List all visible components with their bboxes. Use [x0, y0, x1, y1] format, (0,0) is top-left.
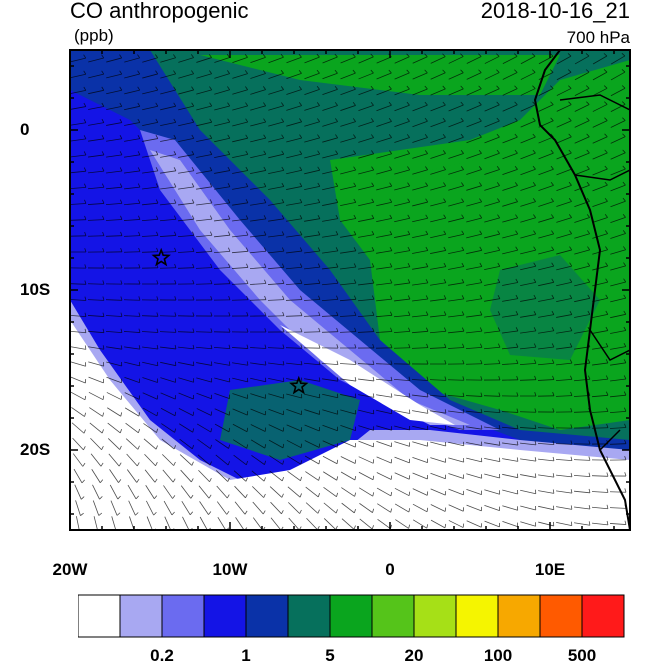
colorbar-label: 20 [404, 646, 424, 665]
colorbar-swatch [161, 594, 205, 638]
lon-tick-10w: 10W [212, 560, 248, 579]
colorbar-label: 1 [241, 646, 251, 665]
star-marker-1 [151, 247, 171, 267]
timestamp: 2018-10-16_21 [480, 0, 630, 23]
lon-tick-10e: 10E [534, 560, 566, 579]
lon-tick-20w: 20W [52, 560, 88, 579]
lon-tick-0: 0 [385, 560, 395, 579]
pressure-level: 700 hPa [566, 28, 630, 47]
axis-ticks [69, 50, 630, 530]
colorbar-swatch [245, 594, 289, 638]
colorbar-swatch [581, 594, 625, 638]
colorbar-swatch [78, 594, 121, 638]
plot-title: CO anthropogenic [70, 0, 249, 23]
units-label: (ppb) [74, 26, 114, 45]
colorbar-swatch [287, 594, 331, 638]
colorbar-swatch [539, 594, 583, 638]
colorbar-swatch [119, 594, 163, 638]
lat-tick-20s: 20S [20, 440, 51, 459]
colorbar-swatch [329, 594, 373, 638]
colorbar-swatch [203, 594, 247, 638]
colorbar [78, 594, 625, 638]
star-marker-2 [289, 375, 309, 395]
colorbar-label: 500 [567, 646, 597, 665]
colorbar-label: 0.2 [150, 646, 174, 665]
colorbar-swatch [371, 594, 415, 638]
colorbar-swatch [413, 594, 457, 638]
lat-tick-10s: 10S [20, 280, 51, 299]
colorbar-label: 5 [325, 646, 335, 665]
markers [151, 247, 309, 395]
colorbar-label: 100 [483, 646, 513, 665]
colorbar-swatch [497, 594, 541, 638]
co-field [70, 50, 630, 530]
lat-tick-0: 0 [20, 120, 30, 139]
colorbar-swatch [455, 594, 499, 638]
